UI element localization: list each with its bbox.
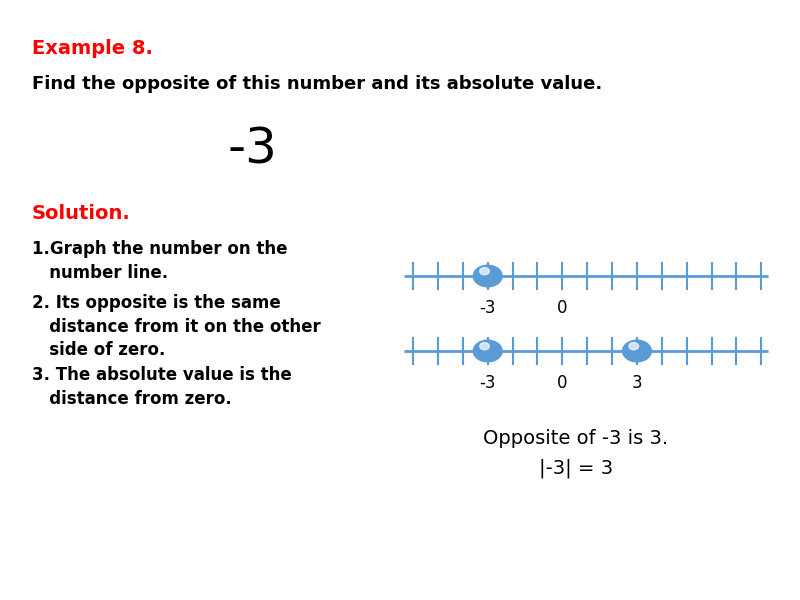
Text: -3: -3 <box>479 299 496 317</box>
Text: -3: -3 <box>227 126 277 174</box>
Circle shape <box>480 268 490 275</box>
Text: Opposite of -3 is 3.: Opposite of -3 is 3. <box>483 429 669 448</box>
Text: 0: 0 <box>557 299 567 317</box>
Circle shape <box>480 343 490 350</box>
Circle shape <box>622 340 651 362</box>
Text: 0: 0 <box>557 374 567 392</box>
Text: -3: -3 <box>479 374 496 392</box>
Text: 1.Graph the number on the
   number line.: 1.Graph the number on the number line. <box>32 240 287 281</box>
Text: Find the opposite of this number and its absolute value.: Find the opposite of this number and its… <box>32 75 602 93</box>
Text: 3: 3 <box>632 374 642 392</box>
Circle shape <box>474 340 502 362</box>
Text: Example 8.: Example 8. <box>32 39 153 58</box>
Text: Solution.: Solution. <box>32 204 130 223</box>
Circle shape <box>629 343 638 350</box>
Text: 3. The absolute value is the
   distance from zero.: 3. The absolute value is the distance fr… <box>32 366 292 407</box>
Text: 2. Its opposite is the same
   distance from it on the other
   side of zero.: 2. Its opposite is the same distance fro… <box>32 294 321 359</box>
Text: |-3| = 3: |-3| = 3 <box>539 459 613 479</box>
Circle shape <box>474 265 502 287</box>
